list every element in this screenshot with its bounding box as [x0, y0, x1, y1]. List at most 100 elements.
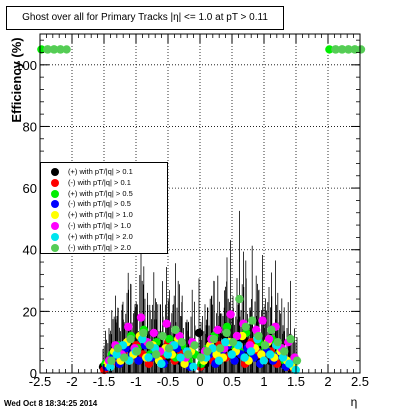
- data-point: [248, 316, 257, 325]
- data-point: [62, 45, 71, 54]
- data-point: [286, 334, 295, 344]
- data-point: [149, 328, 158, 338]
- data-point: [203, 347, 212, 356]
- x-tick-label: 1: [260, 374, 267, 389]
- x-axis-label: η: [351, 395, 358, 409]
- legend-marker: [51, 232, 59, 241]
- data-point: [273, 337, 282, 347]
- data-point: [189, 362, 198, 372]
- data-point: [337, 45, 346, 54]
- data-point: [216, 344, 225, 353]
- y-tick-label: 40: [23, 243, 37, 258]
- data-point: [43, 45, 52, 54]
- data-point: [113, 344, 123, 353]
- data-point: [350, 45, 359, 54]
- data-point: [37, 45, 46, 54]
- data-point: [190, 341, 199, 350]
- data-point: [266, 350, 275, 359]
- data-point: [177, 337, 186, 347]
- data-point: [157, 359, 166, 368]
- chart-title-text: Ghost over all for Primary Tracks |η| <=…: [22, 12, 268, 23]
- data-point: [325, 45, 334, 54]
- data-point: [176, 353, 185, 362]
- y-tick-label: 0: [30, 366, 37, 381]
- data-point: [107, 356, 116, 365]
- legend-marker: [51, 222, 59, 230]
- data-point: [136, 313, 146, 322]
- chart-title: Ghost over all for Primary Tracks |η| <=…: [6, 6, 284, 30]
- legend-marker: [51, 189, 59, 198]
- data-point: [280, 347, 289, 356]
- legend-entry: (-) with pT/|q| > 0.1: [41, 177, 167, 188]
- timestamp: Wed Oct 8 18:34:25 2014: [4, 399, 98, 408]
- legend-entry: (-) with pT/|q| > 1.0: [41, 220, 167, 231]
- data-point: [132, 347, 142, 356]
- legend-label: (-) with pT/|q| > 1.0: [68, 221, 131, 230]
- data-point: [227, 350, 236, 359]
- legend-label: (+) with pT/|q| > 2.0: [68, 231, 133, 241]
- data-point: [267, 325, 276, 335]
- legend-label: (-) with pT/|q| > 0.1: [68, 177, 131, 187]
- data-point: [259, 356, 268, 365]
- data-point: [240, 353, 249, 362]
- data-point: [120, 353, 129, 362]
- y-tick-label: 100: [15, 58, 37, 73]
- data-point: [260, 341, 270, 350]
- data-point: [221, 337, 230, 347]
- legend-entry: (-) with pT/|q| > 0.5: [41, 198, 167, 209]
- y-tick-label: 80: [23, 119, 37, 134]
- data-point: [144, 353, 153, 362]
- data-point: [213, 325, 222, 335]
- legend-label: (+) with pT/|q| > 1.0: [68, 210, 133, 220]
- data-point: [264, 334, 274, 344]
- y-tick-label: 60: [23, 181, 37, 196]
- x-tick-label: 2.5: [351, 374, 369, 389]
- x-tick-label: -1: [130, 374, 142, 389]
- legend-entry: (+) with pT/|q| > 1.0: [41, 209, 167, 220]
- data-point: [241, 322, 250, 331]
- data-point: [232, 331, 242, 341]
- data-point: [49, 45, 58, 54]
- legend-marker: [51, 178, 59, 187]
- x-tick-label: 0: [196, 374, 203, 389]
- data-point: [152, 350, 161, 359]
- legend-label: (-) with pT/|q| > 2.0: [68, 242, 131, 252]
- data-point: [134, 356, 143, 365]
- x-tick-label: -2: [66, 374, 78, 389]
- data-point: [165, 334, 174, 344]
- data-point: [222, 322, 232, 331]
- legend: (+) with pT/|q| > 0.1 (-) with pT/|q| > 0…: [40, 162, 168, 254]
- data-point: [209, 334, 218, 344]
- tick-labels: -2.5 -2 -1.5 -1 -0.5 0 0.5 1 1.5 2 2.5 0 20 40 60 80 100: [15, 58, 369, 389]
- x-tick-label: 0.5: [223, 374, 241, 389]
- legend-entry: (+) with pT/|q| > 2.0: [41, 231, 167, 242]
- data-point: [158, 331, 167, 341]
- y-tick-label: 20: [23, 304, 37, 319]
- legend-entry: (+) with pT/|q| > 0.5: [41, 188, 167, 199]
- data-point: [344, 45, 353, 54]
- data-point: [139, 328, 148, 338]
- data-point: [285, 359, 294, 368]
- data-point: [196, 353, 206, 362]
- data-point: [171, 325, 180, 335]
- data-point: [226, 310, 235, 319]
- data-point: [164, 344, 174, 353]
- x-tick-label: 1.5: [287, 374, 305, 389]
- data-point: [258, 316, 267, 325]
- x-tick-label: -2.5: [29, 374, 51, 389]
- data-point: [292, 356, 302, 365]
- data-point: [246, 347, 256, 356]
- x-tick-label: 2: [324, 374, 331, 389]
- data-point: [126, 334, 135, 344]
- legend-label: (-) with pT/|q| > 0.5: [68, 199, 131, 209]
- data-point: [331, 45, 340, 54]
- legend-marker: [51, 168, 59, 176]
- legend-marker: [51, 200, 59, 209]
- data-point: [56, 45, 65, 54]
- data-point: [214, 356, 224, 365]
- x-tick-label: -0.5: [157, 374, 179, 389]
- legend-label: (+) with pT/|q| > 0.5: [68, 188, 133, 198]
- legend-label: (+) with pT/|q| > 0.1: [68, 167, 133, 176]
- legend-marker: [51, 243, 59, 252]
